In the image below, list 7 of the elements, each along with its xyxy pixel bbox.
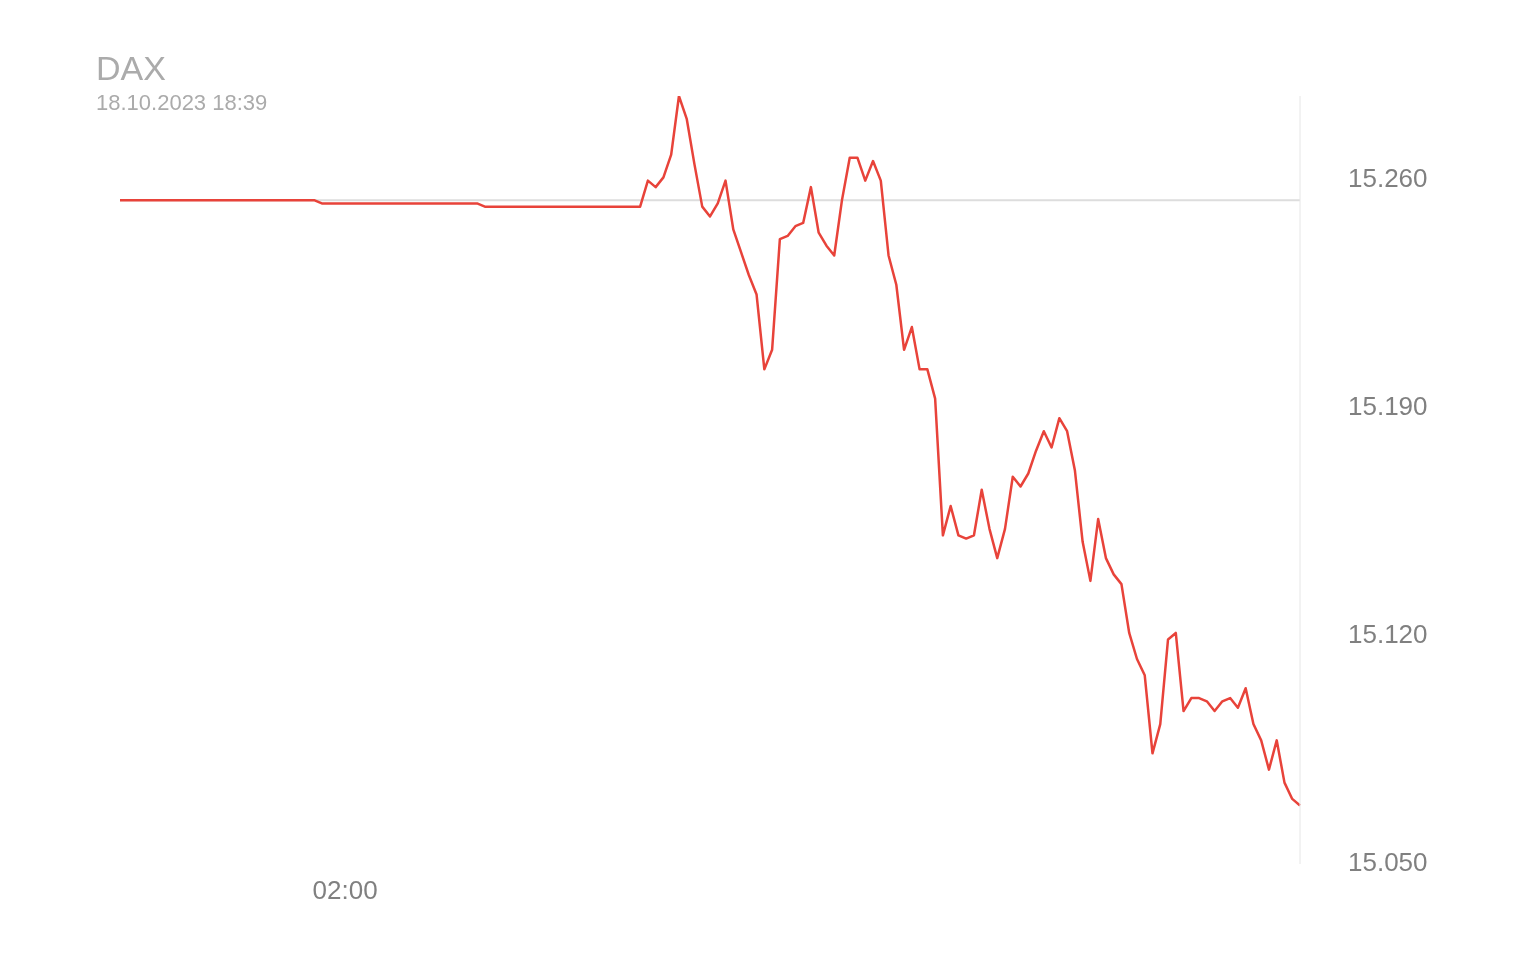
chart-subtitle: 18.10.2023 18:39 — [96, 89, 268, 117]
y-tick-label: 15.190 — [1348, 391, 1428, 422]
y-tick-label: 15.050 — [1348, 846, 1428, 877]
x-tick-label: 02:00 — [312, 874, 378, 905]
y-tick-label: 15.120 — [1348, 619, 1428, 650]
y-tick-label: 15.260 — [1348, 163, 1428, 194]
chart-title: DAX — [96, 48, 167, 88]
